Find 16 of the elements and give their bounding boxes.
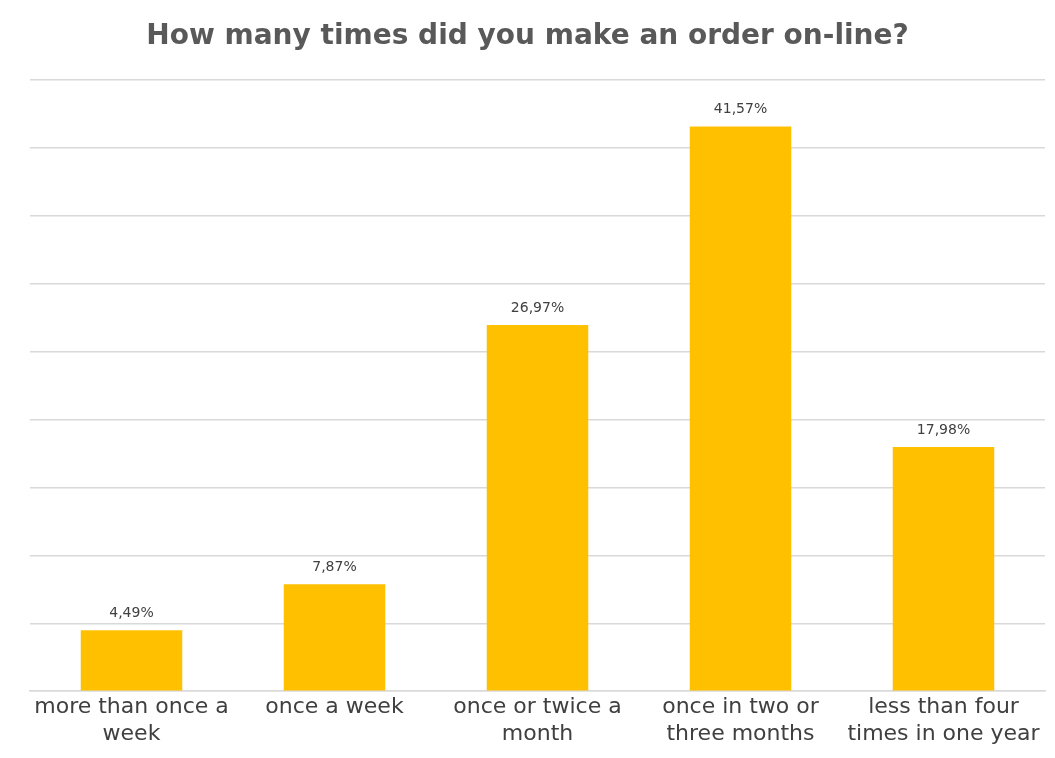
chart-title: How many times did you make an order on-line? (145, 18, 910, 51)
x-tick-label: once a week (265, 693, 404, 719)
x-tick-label: more than once a week (34, 693, 229, 745)
data-label: 4,49% (109, 603, 154, 620)
bar (283, 584, 386, 691)
data-label: 26,97% (510, 298, 565, 315)
data-label: 41,57% (713, 100, 768, 117)
x-tick-label: once or twice a month (453, 693, 622, 745)
bar (689, 126, 792, 691)
bar (892, 446, 995, 691)
data-label: 7,87% (312, 557, 357, 574)
x-tick-label: once in two or three months (662, 693, 820, 745)
x-tick-label: less than four times in one year (847, 693, 1041, 745)
bar (486, 324, 589, 691)
bar (80, 630, 183, 691)
data-label: 17,98% (916, 420, 971, 437)
